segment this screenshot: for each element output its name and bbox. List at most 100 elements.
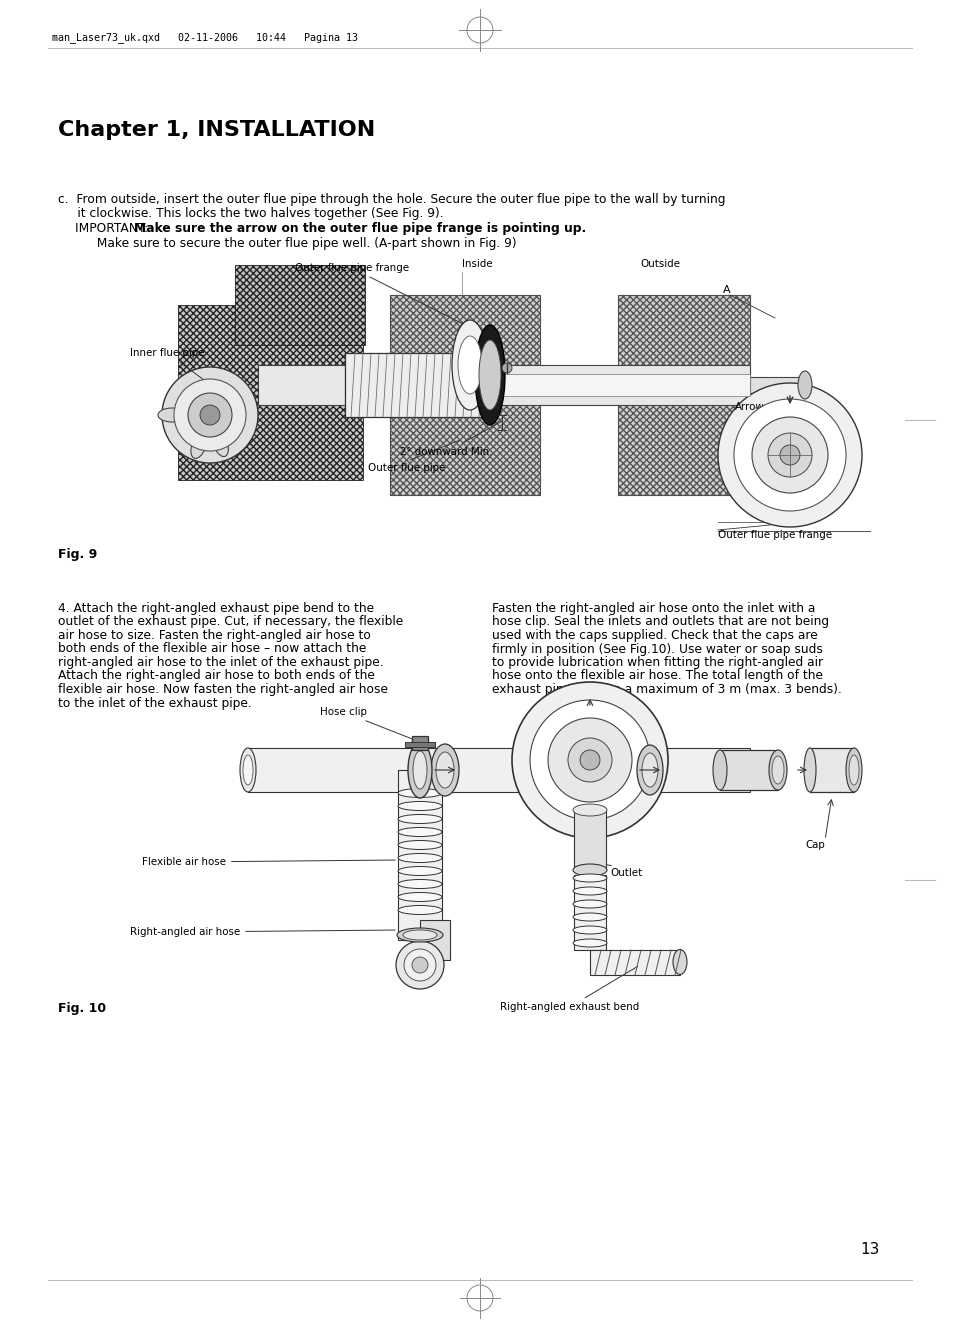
Text: 13: 13: [860, 1242, 880, 1258]
Text: Chapter 1, INSTALLATION: Chapter 1, INSTALLATION: [58, 120, 375, 140]
Ellipse shape: [642, 753, 658, 787]
Text: Arrow: Arrow: [735, 402, 765, 412]
Text: exhaust pipe may be a maximum of 3 m (max. 3 bends).: exhaust pipe may be a maximum of 3 m (ma…: [492, 683, 842, 696]
Bar: [258, 365, 345, 406]
Bar: [490, 365, 750, 406]
Text: hose onto the flexible air hose. The total length of the: hose onto the flexible air hose. The tot…: [492, 670, 823, 683]
Text: Right-angled exhaust bend: Right-angled exhaust bend: [500, 967, 639, 1012]
Circle shape: [734, 399, 846, 511]
Circle shape: [502, 363, 512, 373]
Text: Outer flue pipe frange: Outer flue pipe frange: [718, 530, 832, 540]
Ellipse shape: [573, 926, 607, 934]
Bar: [574, 810, 606, 871]
Ellipse shape: [408, 742, 432, 798]
Ellipse shape: [158, 408, 186, 421]
Ellipse shape: [846, 748, 862, 793]
Text: 4. Attach the right-angled exhaust pipe bend to the: 4. Attach the right-angled exhaust pipe …: [58, 602, 374, 616]
Ellipse shape: [769, 750, 787, 790]
Bar: [248, 748, 420, 793]
FancyBboxPatch shape: [178, 305, 363, 480]
Ellipse shape: [398, 802, 442, 811]
Ellipse shape: [436, 752, 454, 789]
Text: Fasten the right-angled air hose onto the inlet with a: Fasten the right-angled air hose onto th…: [492, 602, 815, 616]
Circle shape: [718, 383, 862, 527]
Text: flexible air hose. Now fasten the right-angled air hose: flexible air hose. Now fasten the right-…: [58, 683, 388, 696]
Text: Flexible air hose: Flexible air hose: [142, 857, 396, 867]
Text: hose clip. Seal the inlets and outlets that are not being: hose clip. Seal the inlets and outlets t…: [492, 616, 829, 629]
Bar: [574, 875, 606, 950]
Text: Outer flue pipe frange: Outer flue pipe frange: [295, 263, 463, 324]
Circle shape: [568, 738, 612, 782]
Bar: [750, 376, 805, 394]
Ellipse shape: [637, 745, 663, 795]
Bar: [420, 748, 750, 793]
Text: to the inlet of the exhaust pipe.: to the inlet of the exhaust pipe.: [58, 696, 252, 709]
Text: Inner flue pipe: Inner flue pipe: [130, 347, 213, 386]
Text: Cap: Cap: [805, 840, 825, 849]
Text: Fig. 10: Fig. 10: [58, 1003, 107, 1015]
Text: Right-angled air hose: Right-angled air hose: [130, 927, 396, 937]
Ellipse shape: [398, 789, 442, 798]
Text: Outside: Outside: [640, 259, 680, 269]
Text: Fig. 9: Fig. 9: [58, 548, 97, 561]
Bar: [720, 750, 778, 790]
Text: air hose to size. Fasten the right-angled air hose to: air hose to size. Fasten the right-angle…: [58, 629, 371, 642]
Text: both ends of the flexible air hose – now attach the: both ends of the flexible air hose – now…: [58, 642, 367, 655]
Ellipse shape: [772, 756, 784, 783]
Ellipse shape: [573, 886, 607, 896]
Ellipse shape: [573, 864, 607, 876]
Circle shape: [548, 719, 632, 802]
Ellipse shape: [431, 744, 459, 797]
Ellipse shape: [573, 875, 607, 882]
Ellipse shape: [398, 815, 442, 823]
Circle shape: [188, 394, 232, 437]
Bar: [405, 742, 435, 746]
FancyBboxPatch shape: [235, 266, 365, 345]
Ellipse shape: [573, 913, 607, 921]
Circle shape: [580, 750, 600, 770]
Text: used with the caps supplied. Check that the caps are: used with the caps supplied. Check that …: [492, 629, 818, 642]
Text: man_Laser73_uk.qxd   02-11-2006   10:44   Pagina 13: man_Laser73_uk.qxd 02-11-2006 10:44 Pagi…: [52, 32, 358, 42]
Ellipse shape: [403, 930, 437, 941]
Circle shape: [396, 941, 444, 989]
Bar: [590, 950, 680, 975]
Text: Inside: Inside: [462, 259, 492, 269]
Circle shape: [512, 682, 668, 838]
Ellipse shape: [397, 927, 443, 942]
Text: outlet of the exhaust pipe. Cut, if necessary, the flexible: outlet of the exhaust pipe. Cut, if nece…: [58, 616, 403, 629]
Ellipse shape: [673, 950, 687, 975]
Text: Make sure to secure the outer flue pipe well. (A-part shown in Fig. 9): Make sure to secure the outer flue pipe …: [58, 236, 516, 250]
Text: c.  From outside, insert the outer flue pipe through the hole. Secure the outer : c. From outside, insert the outer flue p…: [58, 193, 726, 206]
Circle shape: [162, 367, 258, 462]
Ellipse shape: [573, 939, 607, 947]
Ellipse shape: [573, 804, 607, 816]
Circle shape: [200, 406, 220, 425]
Bar: [345, 353, 490, 417]
Text: Make sure the arrow on the outer flue pipe frange is pointing up.: Make sure the arrow on the outer flue pi…: [133, 222, 587, 235]
Bar: [490, 374, 750, 396]
Bar: [618, 295, 750, 495]
Ellipse shape: [398, 867, 442, 876]
Circle shape: [530, 700, 650, 820]
Ellipse shape: [398, 840, 442, 849]
Ellipse shape: [804, 748, 816, 793]
Text: Outlet: Outlet: [610, 868, 642, 878]
Text: IMPORTANT:: IMPORTANT:: [75, 222, 152, 235]
Ellipse shape: [191, 432, 207, 458]
Ellipse shape: [398, 880, 442, 889]
Text: Attach the right-angled air hose to both ends of the: Attach the right-angled air hose to both…: [58, 670, 374, 683]
Circle shape: [404, 948, 436, 982]
Ellipse shape: [398, 853, 442, 863]
Circle shape: [412, 956, 428, 974]
Ellipse shape: [573, 900, 607, 908]
Ellipse shape: [458, 336, 482, 394]
Ellipse shape: [398, 893, 442, 901]
Ellipse shape: [398, 905, 442, 914]
Bar: [412, 736, 428, 750]
Ellipse shape: [240, 748, 256, 793]
Circle shape: [780, 445, 800, 465]
Ellipse shape: [475, 325, 505, 425]
Bar: [390, 295, 540, 495]
Text: to provide lubrication when fitting the right-angled air: to provide lubrication when fitting the …: [492, 657, 823, 668]
Circle shape: [174, 379, 246, 450]
